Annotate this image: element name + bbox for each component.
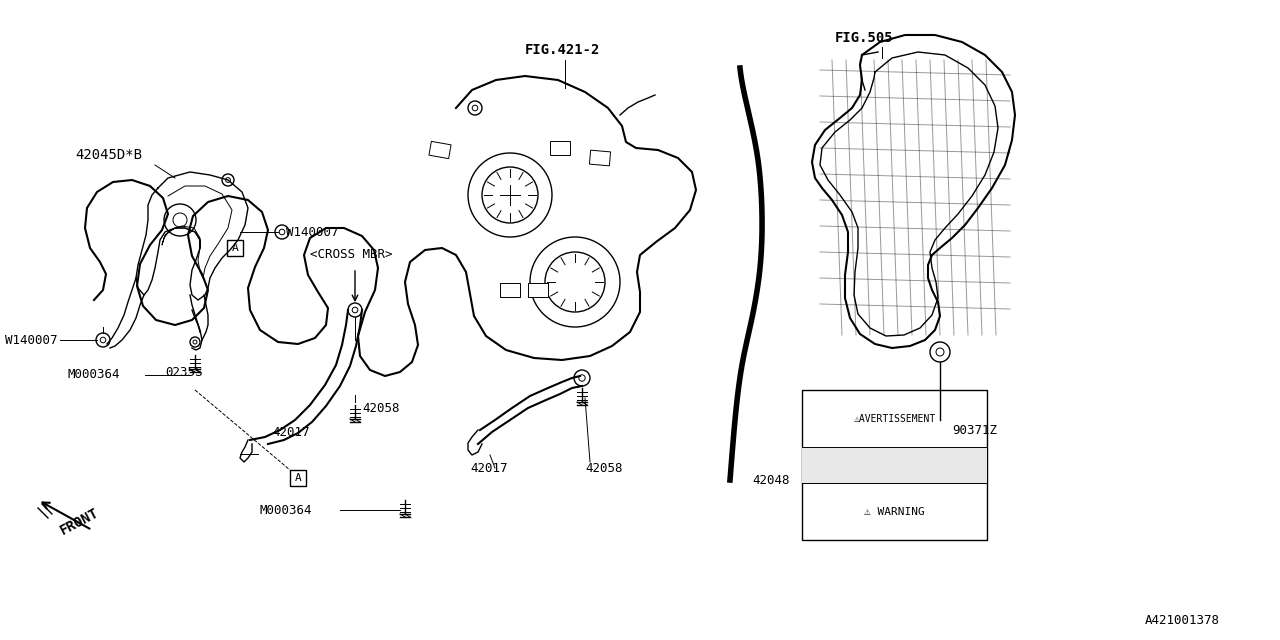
Bar <box>291 470 306 486</box>
Text: 42017: 42017 <box>273 426 310 438</box>
Text: W140007: W140007 <box>285 225 338 239</box>
Bar <box>529 283 548 297</box>
Text: 90371Z: 90371Z <box>952 424 997 436</box>
Bar <box>500 283 520 297</box>
Text: 42045D*B: 42045D*B <box>76 148 142 162</box>
Text: W140007: W140007 <box>5 333 58 346</box>
Text: A421001378: A421001378 <box>1146 614 1220 627</box>
Text: <CROSS MBR>: <CROSS MBR> <box>310 248 393 262</box>
Bar <box>227 240 243 256</box>
Bar <box>803 447 987 483</box>
Text: A: A <box>294 473 301 483</box>
Text: 0235S: 0235S <box>165 365 202 378</box>
Bar <box>589 150 611 166</box>
Text: M000364: M000364 <box>68 369 120 381</box>
Text: FIG.505: FIG.505 <box>835 31 893 45</box>
Text: 42058: 42058 <box>585 461 622 474</box>
Bar <box>429 141 451 159</box>
Bar <box>550 141 570 155</box>
Text: 42058: 42058 <box>362 401 399 415</box>
Text: 42048: 42048 <box>753 474 790 486</box>
Text: FRONT: FRONT <box>58 506 101 538</box>
Bar <box>803 390 987 540</box>
Text: ⚠ WARNING: ⚠ WARNING <box>864 506 925 516</box>
Text: A: A <box>232 243 238 253</box>
Text: ⚠AVERTISSEMENT: ⚠AVERTISSEMENT <box>854 413 936 424</box>
Text: FIG.421-2: FIG.421-2 <box>525 43 600 57</box>
Text: M000364: M000364 <box>260 504 312 516</box>
Text: 42017: 42017 <box>470 461 507 474</box>
